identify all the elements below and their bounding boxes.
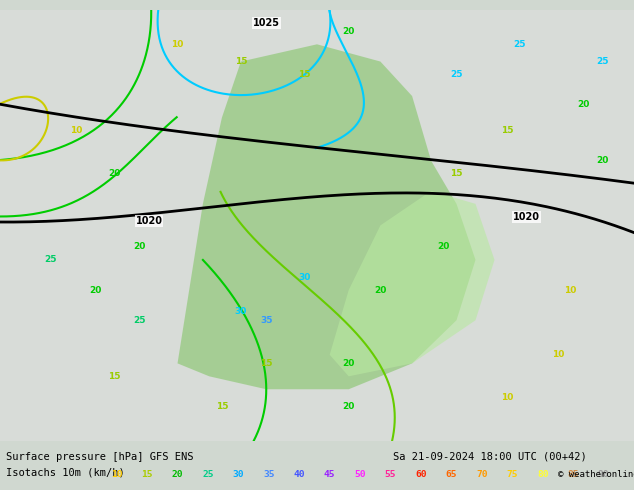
Text: 1025: 1025 bbox=[253, 18, 280, 28]
Text: 60: 60 bbox=[415, 470, 427, 479]
Text: 30: 30 bbox=[298, 272, 311, 282]
Text: 10: 10 bbox=[171, 40, 184, 49]
Text: 15: 15 bbox=[235, 57, 247, 66]
Text: 15: 15 bbox=[298, 70, 311, 79]
Text: 35: 35 bbox=[263, 470, 275, 479]
Text: 10: 10 bbox=[552, 350, 564, 359]
Text: 30: 30 bbox=[235, 307, 247, 316]
Text: 20: 20 bbox=[437, 243, 450, 251]
Text: 10: 10 bbox=[501, 393, 514, 402]
Text: 20: 20 bbox=[374, 286, 387, 294]
Text: Isotachs 10m (km/h): Isotachs 10m (km/h) bbox=[6, 468, 125, 478]
Text: © weatheronline.co.uk: © weatheronline.co.uk bbox=[558, 470, 634, 479]
Text: 10: 10 bbox=[111, 470, 122, 479]
Text: 15: 15 bbox=[141, 470, 153, 479]
Text: 65: 65 bbox=[446, 470, 457, 479]
Text: 80: 80 bbox=[537, 470, 548, 479]
Text: 10: 10 bbox=[564, 286, 577, 294]
Polygon shape bbox=[330, 191, 495, 376]
Text: 15: 15 bbox=[216, 402, 228, 411]
Text: 25: 25 bbox=[514, 40, 526, 49]
Text: 45: 45 bbox=[324, 470, 335, 479]
Text: 15: 15 bbox=[501, 126, 514, 135]
Text: 25: 25 bbox=[133, 316, 146, 325]
Text: 40: 40 bbox=[294, 470, 305, 479]
Text: 20: 20 bbox=[108, 169, 120, 178]
Polygon shape bbox=[178, 44, 476, 389]
Text: 15: 15 bbox=[450, 169, 463, 178]
Text: 25: 25 bbox=[596, 57, 609, 66]
Text: 25: 25 bbox=[44, 255, 57, 265]
Text: Surface pressure [hPa] GFS ENS: Surface pressure [hPa] GFS ENS bbox=[6, 452, 194, 462]
Text: 20: 20 bbox=[596, 156, 609, 165]
Text: 25: 25 bbox=[202, 470, 214, 479]
Text: 15: 15 bbox=[108, 372, 120, 381]
Text: 10: 10 bbox=[70, 126, 82, 135]
Text: 20: 20 bbox=[342, 402, 355, 411]
Text: Sa 21-09-2024 18:00 UTC (00+42): Sa 21-09-2024 18:00 UTC (00+42) bbox=[393, 452, 587, 462]
Text: 20: 20 bbox=[577, 100, 590, 109]
Text: 75: 75 bbox=[507, 470, 518, 479]
Text: 20: 20 bbox=[342, 359, 355, 368]
Text: 90: 90 bbox=[598, 470, 609, 479]
Text: 20: 20 bbox=[133, 243, 146, 251]
Text: 20: 20 bbox=[172, 470, 183, 479]
Text: 1020: 1020 bbox=[513, 212, 540, 222]
Text: 85: 85 bbox=[567, 470, 579, 479]
Text: 50: 50 bbox=[354, 470, 366, 479]
Text: 35: 35 bbox=[260, 316, 273, 325]
Text: 70: 70 bbox=[476, 470, 488, 479]
Text: 1020: 1020 bbox=[136, 216, 162, 226]
Text: 15: 15 bbox=[260, 359, 273, 368]
Text: 20: 20 bbox=[342, 27, 355, 36]
Text: 25: 25 bbox=[450, 70, 463, 79]
Text: 30: 30 bbox=[233, 470, 244, 479]
Text: 20: 20 bbox=[89, 286, 101, 294]
Text: 55: 55 bbox=[385, 470, 396, 479]
